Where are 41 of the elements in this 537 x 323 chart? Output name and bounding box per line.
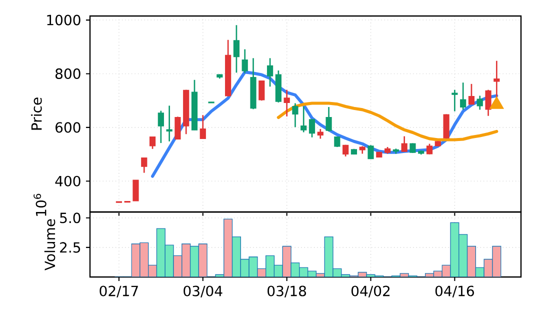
x-tick-label: 04/16	[435, 286, 474, 298]
candlestick	[401, 136, 408, 153]
candlestick	[452, 89, 458, 112]
candlestick	[258, 80, 265, 102]
candlestick	[308, 118, 316, 138]
candlestick	[200, 114, 206, 140]
candlestick	[284, 89, 290, 118]
candlestick	[468, 83, 475, 106]
candlestick	[300, 106, 307, 133]
candlestick	[233, 24, 240, 74]
candlestick	[326, 106, 332, 132]
candlestick	[158, 110, 164, 144]
y-tick-label: 1000	[47, 14, 80, 26]
candlestick	[166, 105, 172, 142]
y-axis-title: Price	[31, 98, 42, 130]
candlestick	[266, 57, 274, 88]
candlestick	[368, 144, 374, 160]
candlestick	[443, 114, 450, 140]
candlestick	[317, 128, 324, 140]
candlestick	[141, 157, 148, 174]
x-tick-label: 02/17	[100, 286, 138, 298]
candlestick	[149, 136, 156, 150]
y-axis-title: Volume	[44, 219, 56, 270]
candlestick	[132, 180, 139, 202]
x-tick-label: 04/02	[352, 286, 390, 298]
candlestick	[426, 143, 433, 155]
y-tick-label: 800	[56, 68, 80, 80]
candlestick	[485, 89, 492, 117]
x-tick-label: 03/04	[184, 286, 222, 298]
y-tick-label: 5.0	[60, 212, 80, 224]
candlestick	[292, 102, 298, 128]
candlestick	[460, 82, 466, 110]
y-tick-label: 600	[56, 122, 80, 133]
y-tick-label: 2.5	[60, 242, 80, 253]
candlestick	[242, 48, 248, 74]
text: 10$^{6}$	[34, 194, 46, 216]
candlestick	[334, 136, 340, 148]
candlestick	[476, 95, 483, 110]
x-tick-label: 03/18	[268, 286, 306, 298]
candlestick	[174, 116, 181, 140]
y-tick-label: 400	[55, 176, 80, 186]
